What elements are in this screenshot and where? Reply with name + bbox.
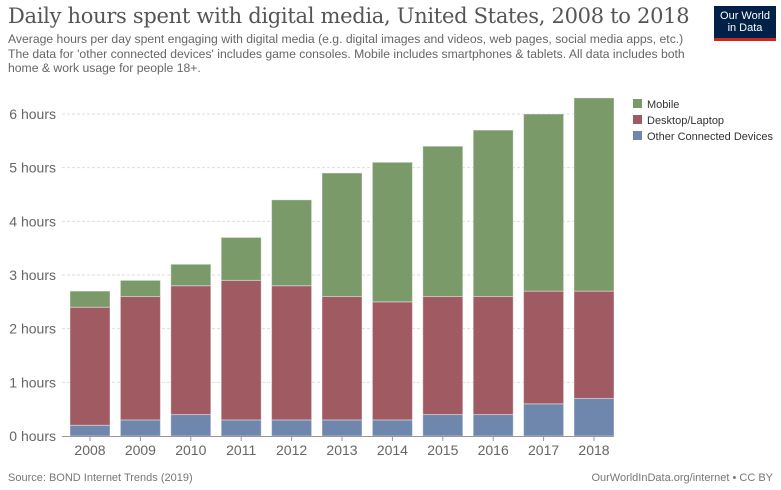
y-tick-label: 0 hours xyxy=(9,428,56,444)
x-tick-label: 2011 xyxy=(226,442,256,458)
bar-mobile-2014[interactable] xyxy=(371,161,413,303)
legend-label: Desktop/Laptop xyxy=(647,115,724,127)
legend-swatch xyxy=(633,131,642,140)
bar-stack-2009[interactable] xyxy=(119,279,161,437)
bar-mobile-2009[interactable] xyxy=(119,279,161,297)
bar-mobile-2015[interactable] xyxy=(422,145,464,297)
bar-other-connected-devices-2012[interactable] xyxy=(271,419,313,437)
legend-item-mobile[interactable]: Mobile xyxy=(633,99,679,111)
bar-desktop-laptop-2013[interactable] xyxy=(321,295,363,421)
x-tick-label: 2010 xyxy=(175,442,206,458)
x-tick-label: 2012 xyxy=(276,442,307,458)
stacked-bar-chart: 0 hours 1 hours 2 hours 3 hours 4 hours 5 hou… xyxy=(9,97,773,458)
bar-desktop-laptop-2011[interactable] xyxy=(220,279,262,421)
x-tick-label: 2009 xyxy=(125,442,156,458)
bar-desktop-laptop-2016[interactable] xyxy=(472,295,514,416)
y-axis-ticks: 0 hours 1 hours 2 hours 3 hours 4 hours 5 hou… xyxy=(9,106,56,444)
bar-desktop-laptop-2014[interactable] xyxy=(371,301,413,421)
bar-other-connected-devices-2014[interactable] xyxy=(371,419,413,437)
bar-other-connected-devices-2013[interactable] xyxy=(321,419,363,437)
bar-stack-2014[interactable] xyxy=(371,161,413,437)
x-tick-label: 2017 xyxy=(528,442,559,458)
legend-label: Mobile xyxy=(647,99,679,111)
owid-logo[interactable]: Our World in Data xyxy=(714,6,776,41)
bar-desktop-laptop-2010[interactable] xyxy=(170,285,212,416)
bar-desktop-laptop-2018[interactable] xyxy=(573,290,615,399)
legend-swatch xyxy=(633,115,642,124)
bar-desktop-laptop-2012[interactable] xyxy=(271,285,313,421)
chart-subtitle: Average hours per day spent engaging wit… xyxy=(8,32,685,75)
bar-stack-2018[interactable] xyxy=(573,97,615,437)
legend-item-desktop-laptop[interactable]: Desktop/Laptop xyxy=(633,115,724,127)
legend-swatch xyxy=(633,99,642,108)
bar-stack-2012[interactable] xyxy=(271,199,313,437)
bar-mobile-2008[interactable] xyxy=(69,290,111,308)
x-tick-label: 2013 xyxy=(326,442,357,458)
bar-other-connected-devices-2011[interactable] xyxy=(220,419,262,437)
x-tick-label: 2016 xyxy=(478,442,509,458)
y-tick-label: 2 hours xyxy=(9,321,56,337)
credit-link[interactable]: OurWorldInData.org/internet • CC BY xyxy=(591,472,773,484)
bar-other-connected-devices-2018[interactable] xyxy=(573,397,615,437)
bar-other-connected-devices-2009[interactable] xyxy=(119,419,161,437)
y-tick-label: 6 hours xyxy=(9,106,56,122)
bar-stack-2013[interactable] xyxy=(321,172,363,437)
bar-desktop-laptop-2008[interactable] xyxy=(69,306,111,426)
bar-mobile-2011[interactable] xyxy=(220,236,262,281)
x-axis: 2008 2009 2010 2011 2012 2013 2014 2015 2016 2017… xyxy=(62,436,614,458)
bar-stack-2010[interactable] xyxy=(170,263,212,437)
x-tick-label: 2018 xyxy=(578,442,609,458)
legend-label: Other Connected Devices xyxy=(647,131,773,143)
x-tick-label: 2008 xyxy=(74,442,105,458)
bar-other-connected-devices-2016[interactable] xyxy=(472,414,514,437)
y-tick-label: 5 hours xyxy=(9,160,56,176)
bar-stack-2008[interactable] xyxy=(69,290,111,437)
bar-desktop-laptop-2017[interactable] xyxy=(523,290,565,405)
legend-item-other-connected-devices[interactable]: Other Connected Devices xyxy=(633,131,773,143)
bar-stack-2015[interactable] xyxy=(422,145,464,437)
bar-stack-2011[interactable] xyxy=(220,236,262,437)
bar-other-connected-devices-2010[interactable] xyxy=(170,414,212,437)
y-tick-label: 1 hours xyxy=(9,374,56,390)
bar-other-connected-devices-2015[interactable] xyxy=(422,414,464,437)
x-tick-label: 2014 xyxy=(377,442,408,458)
bar-other-connected-devices-2008[interactable] xyxy=(69,424,111,437)
y-tick-label: 4 hours xyxy=(9,213,56,229)
y-tick-label: 3 hours xyxy=(9,267,56,283)
logo-accent-bar xyxy=(714,38,776,41)
bar-stack-2016[interactable] xyxy=(472,129,514,437)
bar-desktop-laptop-2015[interactable] xyxy=(422,295,464,416)
bar-mobile-2017[interactable] xyxy=(523,113,565,292)
bars xyxy=(69,97,615,437)
bar-other-connected-devices-2017[interactable] xyxy=(523,403,565,437)
source-note: Source: BOND Internet Trends (2019) xyxy=(8,472,193,484)
chart-title: Daily hours spent with digital media, Un… xyxy=(8,4,690,28)
bar-mobile-2010[interactable] xyxy=(170,263,212,287)
bar-stack-2017[interactable] xyxy=(523,113,565,437)
legend: Mobile Desktop/Laptop Other Connected Devi… xyxy=(633,99,773,143)
bar-desktop-laptop-2009[interactable] xyxy=(119,295,161,421)
bar-mobile-2018[interactable] xyxy=(573,97,615,292)
x-tick-label: 2015 xyxy=(427,442,458,458)
logo-line-2: in Data xyxy=(727,22,763,34)
logo-line-1: Our World xyxy=(720,10,770,22)
bar-mobile-2016[interactable] xyxy=(472,129,514,297)
bar-mobile-2013[interactable] xyxy=(321,172,363,297)
bar-mobile-2012[interactable] xyxy=(271,199,313,287)
